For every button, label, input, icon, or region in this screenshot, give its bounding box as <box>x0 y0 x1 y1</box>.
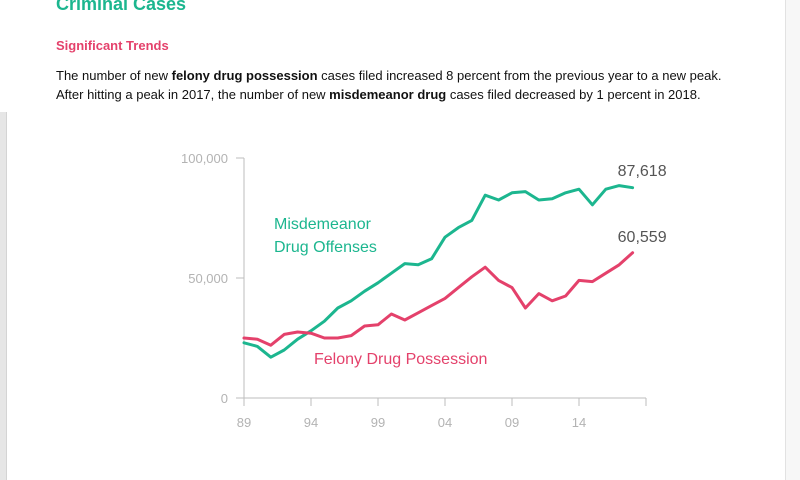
chart-labels: 87,618 Misdemeanor Drug Offenses 60,559 Felo… <box>274 163 667 368</box>
series-name-misdemeanor: Misdemeanor <box>274 216 372 233</box>
trend-text: After hitting a peak in 2017, the number… <box>56 87 330 102</box>
trend-text: cases filed increased 8 percent from the… <box>317 68 722 83</box>
trend-emphasis: misdemeanor drug <box>329 87 447 102</box>
series-line-felony <box>242 251 635 347</box>
series-name-felony: Felony Drug Possession <box>314 351 487 368</box>
scrollbar-track[interactable] <box>785 0 800 480</box>
x-tick-label: 04 <box>438 415 452 430</box>
y-tick-label: 100,000 <box>181 151 228 166</box>
page-edge-left <box>0 112 7 480</box>
series-name-misdemeanor: Drug Offenses <box>274 239 377 256</box>
trend-text: The number of new <box>56 68 172 83</box>
x-tick-label: 09 <box>505 415 519 430</box>
chart-series <box>242 184 635 359</box>
trend-emphasis: felony drug possession <box>171 68 318 83</box>
x-tick-label: 94 <box>304 415 318 430</box>
y-tick-label: 50,000 <box>188 271 228 286</box>
end-value-label-misdemeanor: 87,618 <box>618 163 667 180</box>
trend-text: cases filed decreased by 1 percent in 20… <box>446 87 701 102</box>
x-tick-label: 89 <box>237 415 251 430</box>
trend-sentence-misdemeanor: After hitting a peak in 2017, the number… <box>56 87 701 102</box>
x-tick-label: 14 <box>572 415 586 430</box>
y-tick-label: 0 <box>221 391 228 406</box>
trend-sentence-felony: The number of new felony drug possession… <box>56 68 722 83</box>
section-title: Criminal Cases <box>56 0 187 14</box>
x-tick-label: 99 <box>371 415 385 430</box>
chart-axes: 0 50,000 100,000 89 94 99 04 09 14 <box>181 151 647 430</box>
trends-heading: Significant Trends <box>56 38 169 53</box>
end-value-label-felony: 60,559 <box>618 229 667 246</box>
